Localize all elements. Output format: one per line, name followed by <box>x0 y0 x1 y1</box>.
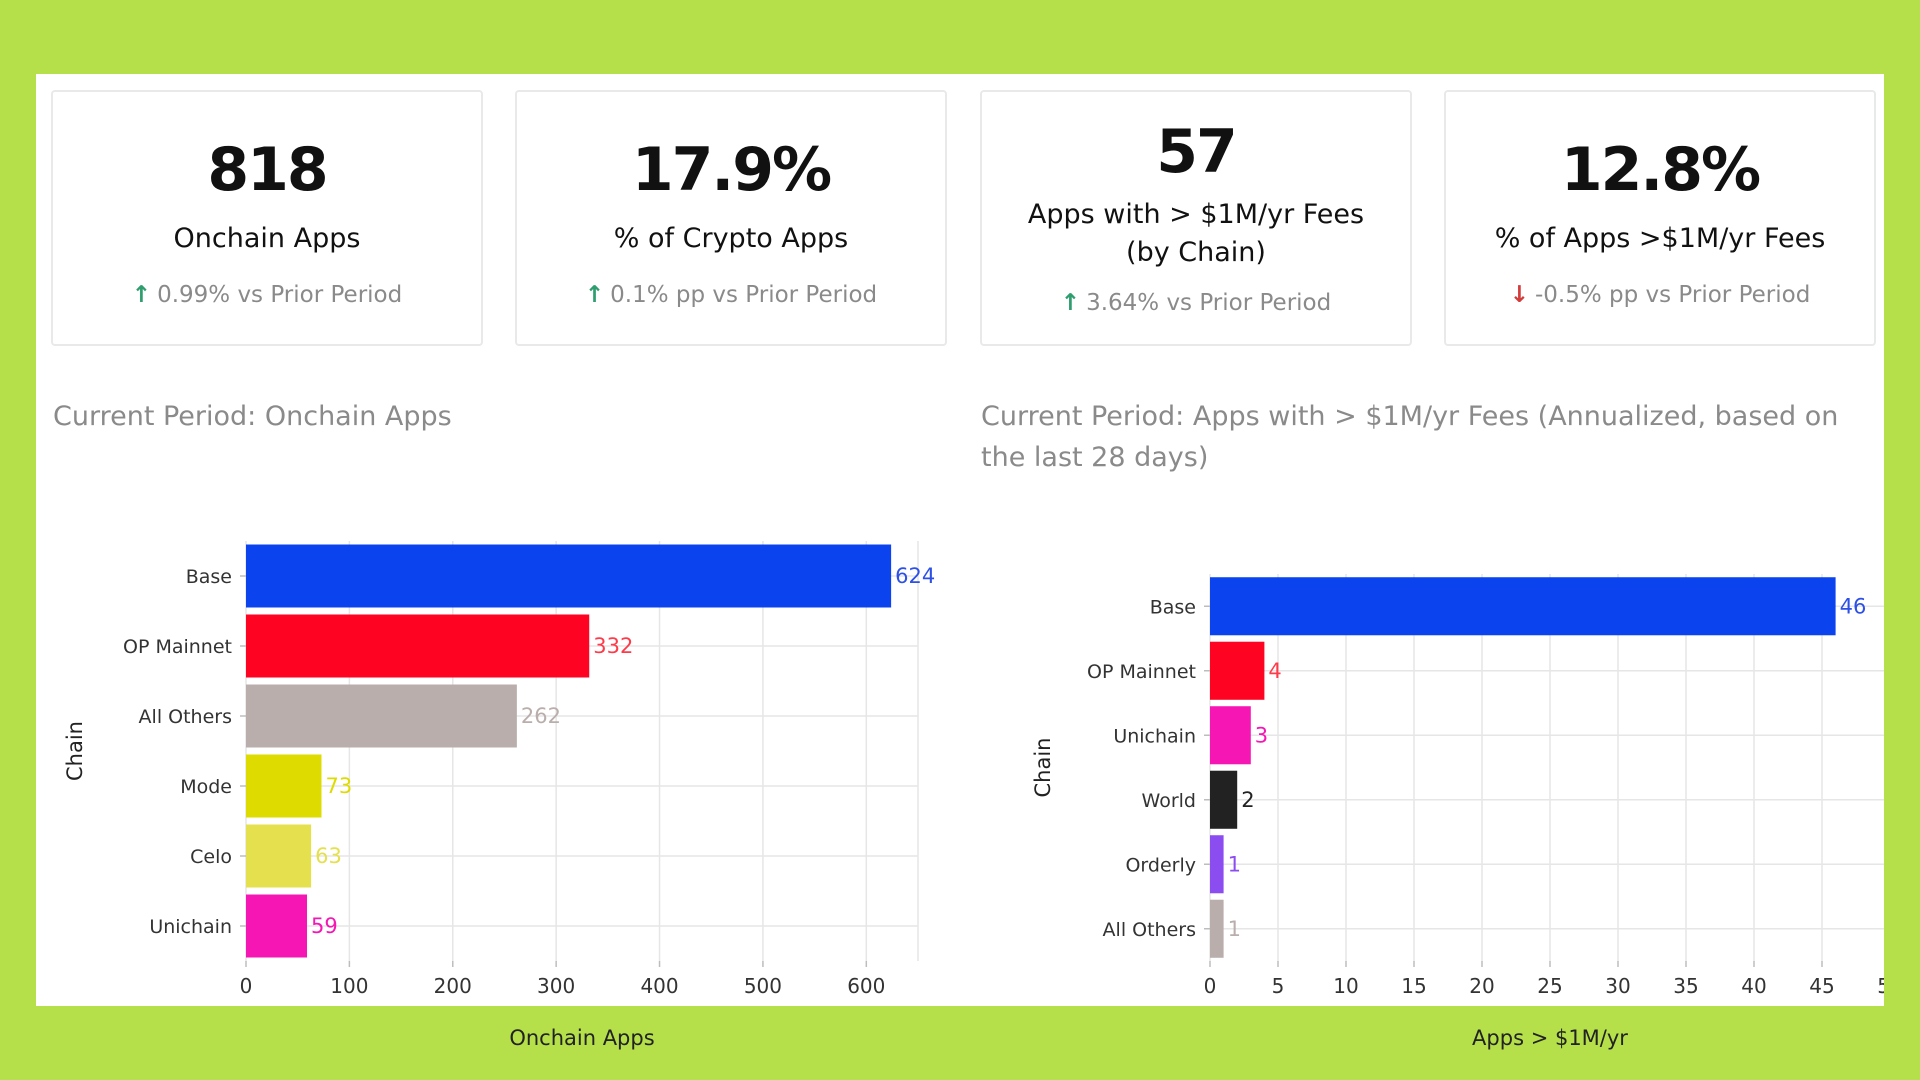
kpi-label: Onchain Apps <box>173 223 361 254</box>
dashboard-panel: 818 Onchain Apps ↑ 0.99% vs Prior Period … <box>36 74 1884 1050</box>
x-tick-label: 200 <box>434 974 472 998</box>
bar-all-others <box>1210 899 1224 958</box>
kpi-card-crypto-apps-share: 17.9% % of Crypto Apps ↑ 0.1% pp vs Prior… <box>515 90 947 346</box>
kpi-label: % of Crypto Apps <box>613 223 849 254</box>
chart-title-onchain-apps: Current Period: Onchain Apps <box>53 401 452 432</box>
kpi-card-high-fee-apps: 57 Apps with > $1M/yr Fees (by Chain) ↑ 3… <box>980 90 1412 346</box>
x-tick-label: 600 <box>847 974 885 998</box>
arrow-up-icon: ↑ <box>1060 290 1081 316</box>
x-axis-title: Apps > $1M/yr <box>1472 1026 1628 1050</box>
x-tick-label: 15 <box>1401 974 1426 998</box>
y-tick-label: World <box>1142 790 1196 812</box>
y-tick-label: Mode <box>180 776 232 798</box>
data-label: 262 <box>521 704 561 728</box>
data-label: 4 <box>1268 659 1281 683</box>
bar-op-mainnet <box>246 614 590 678</box>
chart-title-high-fee-apps: Current Period: Apps with > $1M/yr Fees … <box>981 401 1839 473</box>
data-label: 63 <box>315 844 342 868</box>
bar-unichain <box>1210 706 1251 765</box>
bar-base <box>1210 577 1836 636</box>
y-tick-label: Unichain <box>149 916 232 938</box>
bar-all-others <box>246 684 517 748</box>
x-tick-label: 400 <box>640 974 678 998</box>
bar-base <box>246 544 892 608</box>
x-tick-label: 0 <box>240 974 253 998</box>
bar-mode <box>246 754 322 818</box>
data-label: 46 <box>1840 594 1867 618</box>
kpi-delta: ↑ 0.1% pp vs Prior Period <box>517 282 945 308</box>
data-label: 2 <box>1241 788 1254 812</box>
x-tick-label: 300 <box>537 974 575 998</box>
y-axis-title: Chain <box>63 721 87 781</box>
y-tick-label: Base <box>186 566 232 588</box>
kpi-delta: ↓ -0.5% pp vs Prior Period <box>1446 282 1874 308</box>
kpi-delta-text: 0.1% pp vs Prior Period <box>610 282 878 308</box>
onchain-apps-bar-chart: 0 100 200 300 400 500 600 624 Base 332 OP Mainnet 2… <box>63 541 935 1050</box>
x-tick-label: 500 <box>744 974 782 998</box>
kpi-card-onchain-apps: 818 Onchain Apps ↑ 0.99% vs Prior Period <box>51 90 483 346</box>
data-label: 332 <box>593 634 633 658</box>
data-label: 3 <box>1255 723 1268 747</box>
x-tick-label: 40 <box>1741 974 1766 998</box>
data-label: 59 <box>311 914 338 938</box>
arrow-down-icon: ↓ <box>1509 282 1529 308</box>
kpi-value: 57 <box>1156 117 1238 187</box>
kpi-label: Apps with > $1M/yr Fees (by Chain) <box>1027 199 1365 268</box>
high-fee-apps-bar-chart: 0 5 10 15 20 25 30 35 40 45 50 46 Base 4 OP Mainnet 3 Un… <box>1031 574 1884 1050</box>
x-tick-label: 20 <box>1469 974 1494 998</box>
kpi-delta: ↑ 3.64% vs Prior Period <box>982 290 1410 316</box>
x-tick-label: 50 <box>1877 974 1884 998</box>
x-tick-label: 10 <box>1333 974 1358 998</box>
bar-unichain <box>246 894 307 958</box>
kpi-delta-text: 0.99% vs Prior Period <box>157 282 403 308</box>
kpi-value: 818 <box>207 135 328 205</box>
kpi-delta-text: 3.64% vs Prior Period <box>1086 290 1332 316</box>
kpi-card-high-fee-share: 12.8% % of Apps >$1M/yr Fees ↓ -0.5% pp v… <box>1444 90 1876 346</box>
y-tick-label: OP Mainnet <box>1087 661 1196 683</box>
arrow-up-icon: ↑ <box>584 282 605 308</box>
y-tick-label: Orderly <box>1125 854 1196 876</box>
data-label: 1 <box>1228 917 1241 941</box>
y-tick-label: OP Mainnet <box>123 636 232 658</box>
bar-celo <box>246 824 312 888</box>
bar-op-mainnet <box>1210 641 1265 700</box>
kpi-label: % of Apps >$1M/yr Fees <box>1494 223 1826 254</box>
y-tick-label: All Others <box>139 706 232 728</box>
kpi-delta: ↑ 0.99% vs Prior Period <box>53 282 481 308</box>
x-tick-label: 45 <box>1809 974 1834 998</box>
bar-world <box>1210 770 1238 829</box>
y-tick-label: Unichain <box>1113 725 1196 747</box>
bar-orderly <box>1210 835 1224 894</box>
x-tick-label: 30 <box>1605 974 1630 998</box>
kpi-value: 17.9% <box>631 135 832 205</box>
kpi-delta-text: -0.5% pp vs Prior Period <box>1534 282 1811 308</box>
x-tick-label: 5 <box>1272 974 1285 998</box>
arrow-up-icon: ↑ <box>131 282 152 308</box>
data-label: 73 <box>325 774 352 798</box>
data-label: 624 <box>895 564 935 588</box>
y-tick-label: All Others <box>1103 919 1196 941</box>
kpi-value: 12.8% <box>1560 135 1761 205</box>
x-tick-label: 35 <box>1673 974 1698 998</box>
y-axis-title: Chain <box>1031 738 1055 798</box>
x-tick-label: 100 <box>330 974 368 998</box>
y-tick-label: Base <box>1150 596 1196 618</box>
data-label: 1 <box>1228 852 1241 876</box>
x-tick-label: 25 <box>1537 974 1562 998</box>
x-tick-label: 0 <box>1204 974 1217 998</box>
y-tick-label: Celo <box>190 846 232 868</box>
x-axis-title: Onchain Apps <box>509 1026 654 1050</box>
